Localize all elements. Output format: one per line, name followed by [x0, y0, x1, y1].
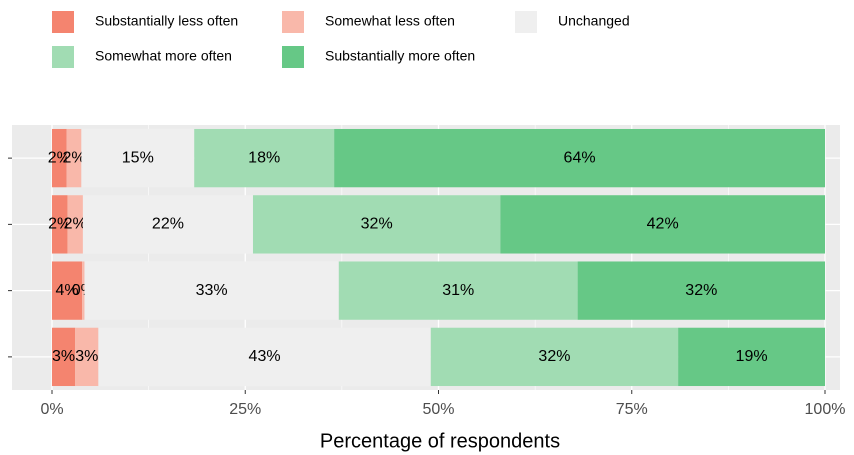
legend-label: Substantially more often — [325, 48, 475, 64]
data-label: 2% — [64, 216, 87, 233]
data-label: 19% — [736, 348, 768, 365]
bar-segment — [577, 261, 825, 320]
data-label: 32% — [538, 348, 570, 365]
legend-label: Somewhat more often — [95, 48, 232, 64]
bar-segment — [52, 261, 83, 320]
bar-segment — [81, 128, 195, 188]
data-label: 15% — [122, 149, 154, 166]
bar-segment — [52, 195, 68, 254]
bar-segment — [52, 327, 76, 387]
legend-label: Unchanged — [558, 13, 630, 29]
bar-segment — [252, 195, 501, 254]
bar-segment — [82, 261, 85, 320]
bar-segment — [430, 327, 679, 387]
bar-segment — [338, 261, 578, 320]
data-label: 2% — [48, 216, 71, 233]
data-label: 43% — [249, 348, 281, 365]
x-tick-label: 50% — [422, 401, 454, 418]
legend-key — [515, 11, 537, 33]
bar-segment — [52, 128, 67, 188]
x-tick-label: 0% — [40, 401, 63, 418]
bar-segment — [194, 128, 335, 188]
legend-key — [52, 46, 74, 68]
bar-segment — [500, 195, 825, 254]
x-axis-title: Percentage of respondents — [320, 430, 560, 452]
bar-segment — [66, 128, 82, 188]
legend-key — [282, 46, 304, 68]
legend-key — [52, 11, 74, 33]
data-label: 32% — [685, 282, 717, 299]
data-label: 2% — [48, 149, 71, 166]
bar-segment — [75, 327, 99, 387]
data-label: 22% — [152, 216, 184, 233]
data-label: 42% — [647, 216, 679, 233]
data-label: 31% — [442, 282, 474, 299]
legend-label: Substantially less often — [95, 13, 238, 29]
data-label: 3% — [52, 348, 75, 365]
data-label: 32% — [361, 216, 393, 233]
bar-segment — [98, 327, 431, 387]
data-label: 3% — [75, 348, 98, 365]
data-label: 4% — [56, 282, 79, 299]
legend-key — [282, 11, 304, 33]
bar-segment — [67, 195, 83, 254]
bar-segment — [334, 128, 825, 188]
data-label: 64% — [564, 149, 596, 166]
bar-segment — [82, 195, 253, 254]
legend-label: Somewhat less often — [325, 13, 455, 29]
bar-segment — [84, 261, 339, 320]
x-tick-label: 100% — [805, 401, 846, 418]
x-tick-label: 25% — [229, 401, 261, 418]
data-label: 33% — [196, 282, 228, 299]
data-label: 2% — [62, 149, 85, 166]
bar-segment — [678, 327, 825, 387]
data-label: 18% — [248, 149, 280, 166]
x-tick-label: 75% — [616, 401, 648, 418]
